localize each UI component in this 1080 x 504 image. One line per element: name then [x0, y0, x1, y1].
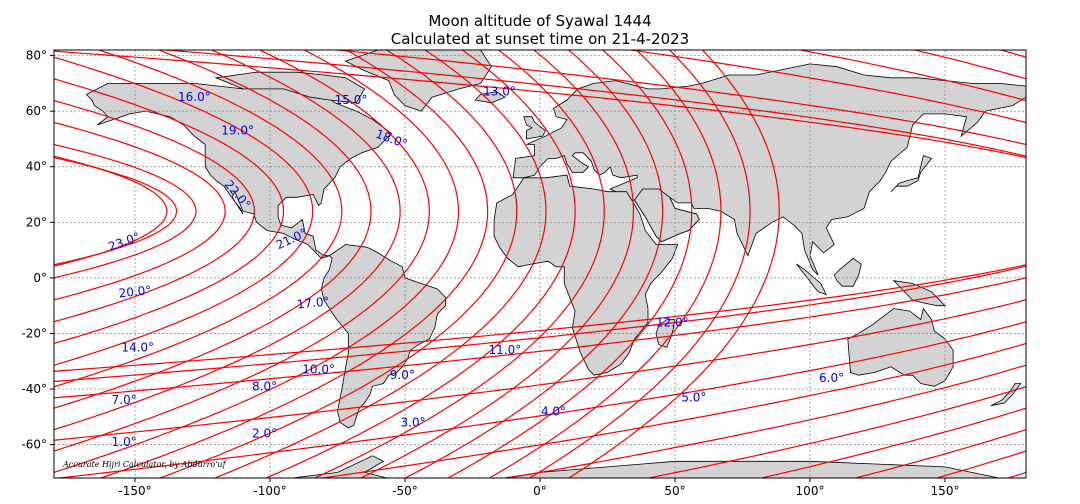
- contour-label: 16.0°: [178, 90, 211, 104]
- contour-label: 8.0°: [252, 379, 277, 393]
- contour-label: 6.0°: [819, 371, 844, 385]
- contour-label: 18.0°: [374, 127, 410, 151]
- y-tick-label: 60°: [26, 104, 47, 118]
- contour-line-10: [158, 50, 518, 478]
- contour-label: 1.0°: [112, 435, 137, 449]
- x-tick-label: -100°: [253, 484, 286, 498]
- land-layer: [85, 50, 1026, 478]
- contour-line-9: [1051, 28, 1080, 504]
- uk-land: [523, 116, 546, 140]
- contour-label: 11.0°: [489, 343, 522, 357]
- contour-line-19: [54, 50, 1026, 478]
- y-tick-label: 40°: [26, 160, 47, 174]
- africa-land: [493, 174, 679, 376]
- contour-line-17: [504, 50, 1026, 478]
- contour-line-23: [54, 50, 1026, 383]
- contour-line-18: [54, 78, 285, 345]
- x-tick-label: 50°: [664, 484, 685, 498]
- contour-label: 5.0°: [681, 390, 706, 404]
- contour-label: 3.0°: [401, 415, 426, 429]
- contour-label: 10.0°: [302, 363, 335, 377]
- contour-label: 9.0°: [390, 368, 415, 382]
- y-tick-label: -60°: [21, 438, 47, 452]
- contour-label: 13.0°: [483, 85, 516, 99]
- contour-label: 7.0°: [112, 393, 137, 407]
- y-tick-label: 20°: [26, 215, 47, 229]
- contour-label: 15.0°: [335, 93, 368, 107]
- contour-label: 17.0°: [296, 294, 330, 311]
- contour-label: 2.0°: [252, 427, 277, 441]
- madagascar-land: [655, 319, 676, 348]
- contour-line-8: [264, 50, 576, 478]
- contour-line-15: [758, 407, 1026, 478]
- contour-line-16: [54, 50, 343, 388]
- contour-label: 20.0°: [118, 283, 152, 300]
- credit-text: Accurate Hijri Calculator, by Abdurro'uf: [62, 460, 228, 469]
- contour-line-15: [54, 50, 372, 409]
- axis-ticks: -150° -100° -50° 0° 50° 100° 150° 80° 60° 40° 20° 0…: [21, 49, 959, 498]
- sumatra-land: [796, 263, 827, 296]
- contour-line-5: [404, 50, 664, 478]
- contour-line-12: [54, 50, 460, 473]
- contour-line-14: [54, 50, 401, 431]
- contour-line-7: [313, 50, 605, 478]
- x-tick-label: -50°: [392, 484, 418, 498]
- contour-line-13: [54, 50, 430, 452]
- contour-line-18: [318, 50, 1026, 478]
- eurasia-land: [512, 63, 1026, 276]
- x-tick-label: 0°: [533, 484, 547, 498]
- y-tick-label: -40°: [21, 382, 47, 396]
- borneo-land: [833, 257, 862, 287]
- chart-title: Moon altitude of Syawal 1444: [428, 12, 652, 30]
- contour-line-6: [359, 50, 634, 478]
- south-america-land: [320, 244, 446, 429]
- contour-label: 12.0°: [656, 315, 689, 329]
- japan-land: [890, 155, 933, 192]
- contour-line-11: [99, 50, 489, 478]
- y-tick-label: 80°: [26, 49, 47, 63]
- contour-label: 23.0°: [106, 230, 142, 254]
- contour-line-14: [853, 429, 1026, 478]
- chart-subtitle: Calculated at sunset time on 21-4-2023: [390, 30, 690, 48]
- antarctica-land: [289, 455, 1001, 478]
- contour-line-16: [645, 386, 1026, 478]
- x-tick-label: -150°: [118, 484, 151, 498]
- contour-line-9: [213, 50, 547, 478]
- x-tick-label: 150°: [931, 484, 960, 498]
- contour-label: 4.0°: [541, 404, 566, 418]
- contour-label: 14.0°: [121, 340, 154, 354]
- contour-line-20: [54, 50, 1026, 441]
- contour-line-1: [567, 50, 780, 478]
- x-tick-label: 100°: [796, 484, 825, 498]
- australia-land: [847, 307, 954, 387]
- contour-line-17: [54, 56, 314, 366]
- y-tick-label: 0°: [33, 271, 47, 285]
- contour-label: 19.0°: [221, 124, 254, 138]
- contour-line-20: [54, 121, 226, 301]
- contour-line-19: [54, 99, 255, 323]
- new-zealand-land: [990, 383, 1022, 407]
- y-tick-label: -20°: [21, 326, 47, 340]
- contour-line-22: [54, 50, 1026, 372]
- contour-line-4: [446, 50, 693, 478]
